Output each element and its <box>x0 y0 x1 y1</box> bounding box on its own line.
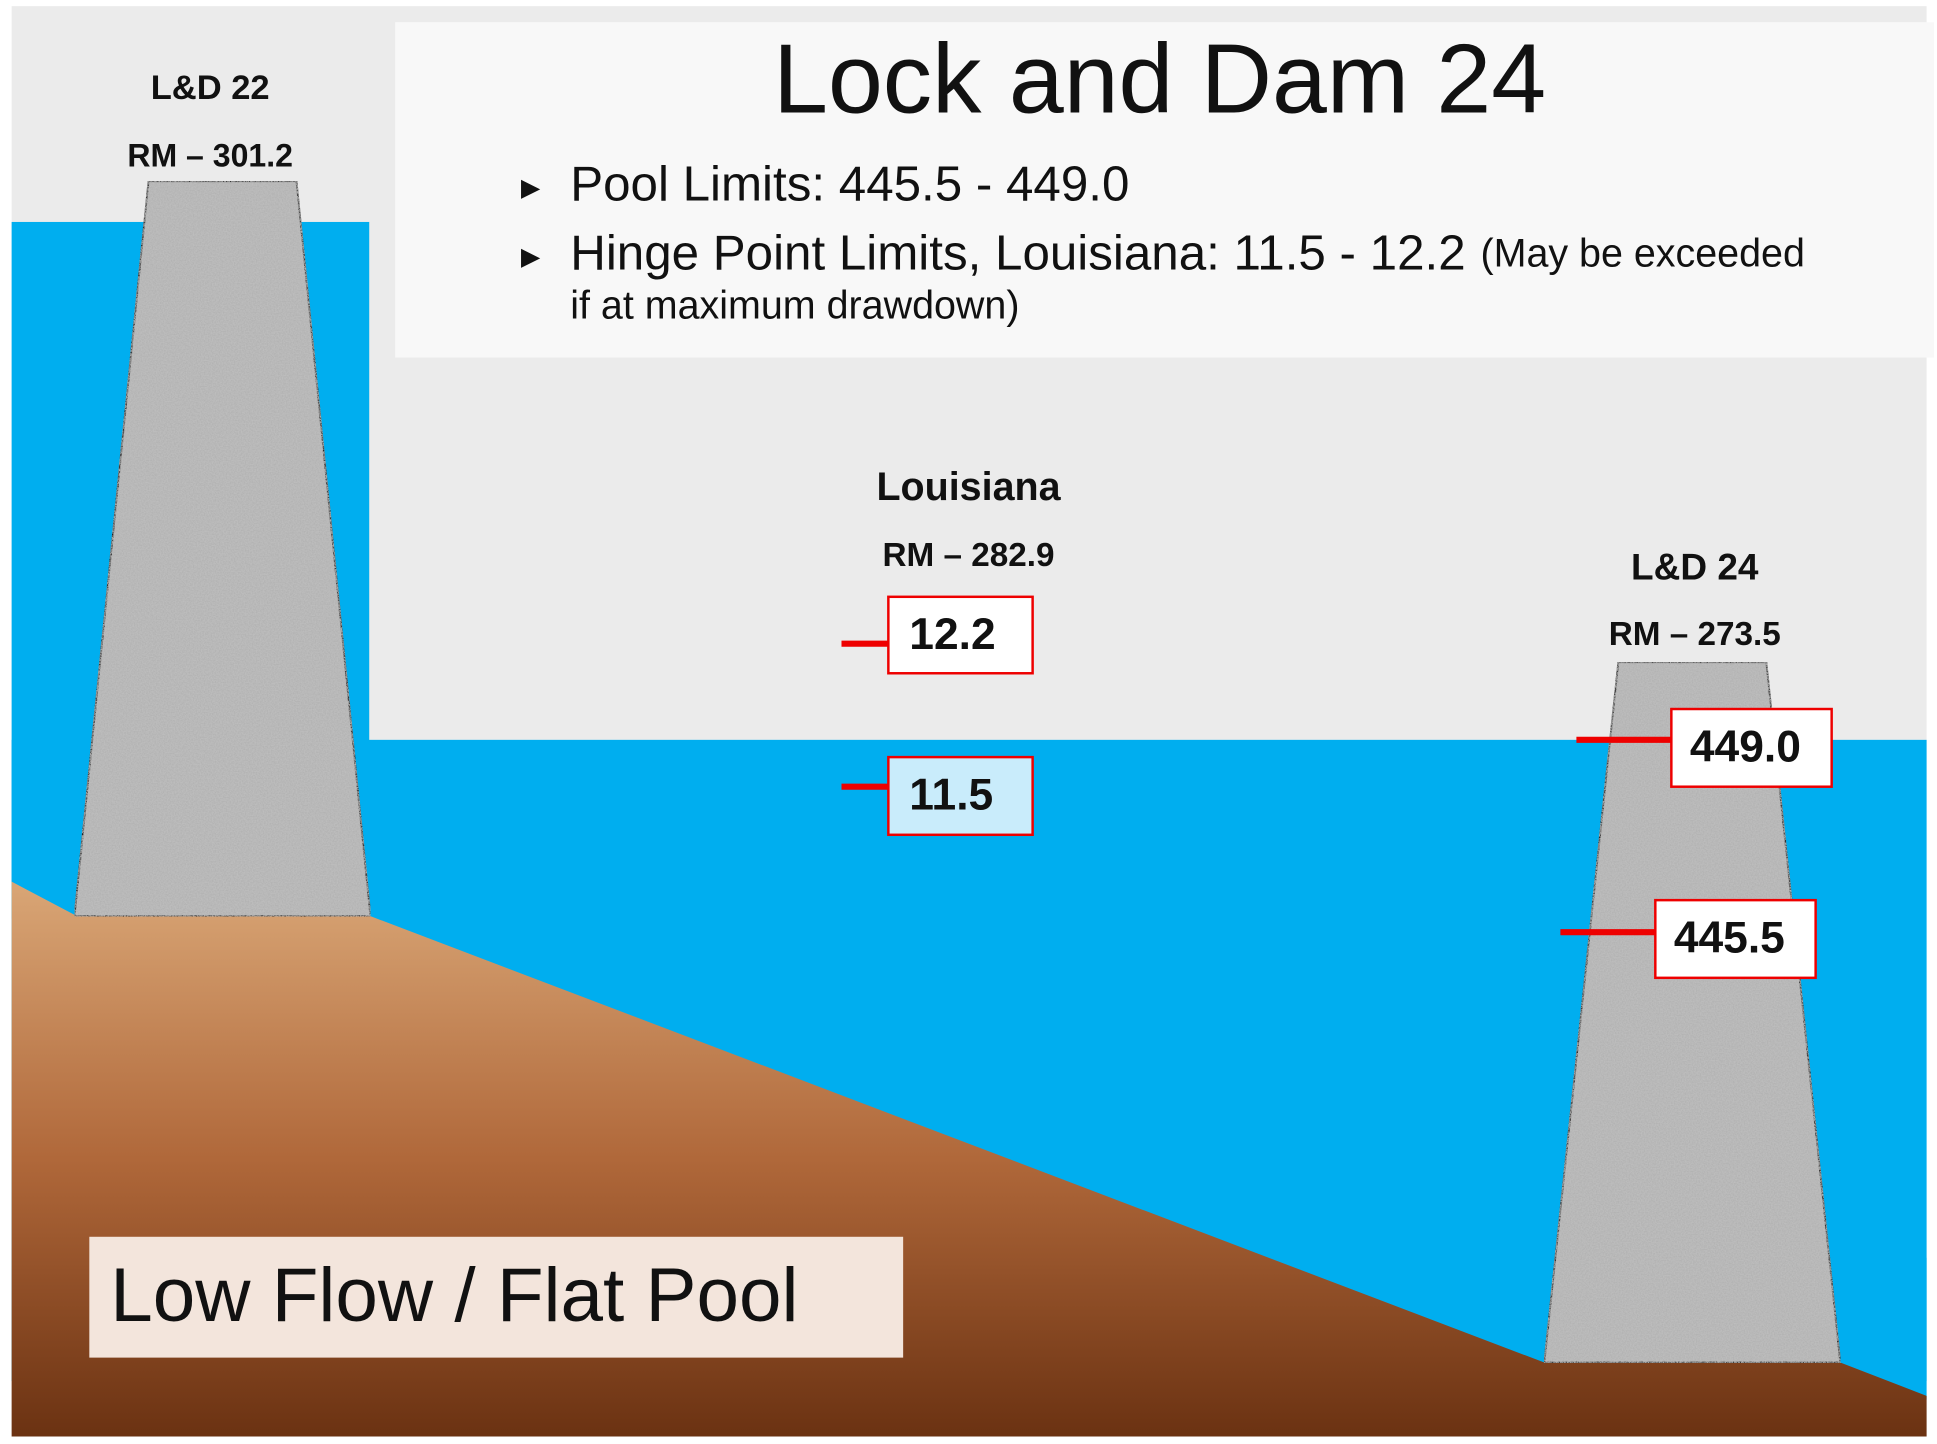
page: Lock and Dam 24 ► Pool Limits: 445.5 - 4… <box>0 0 1937 1439</box>
bullet-note: if at maximum drawdown) <box>570 284 1019 328</box>
site-rm: RM – 273.5 <box>1609 616 1781 653</box>
bullet: Pool Limits: 445.5 - 449.0 <box>570 156 1129 211</box>
site-name: L&D 24 <box>1631 546 1759 587</box>
site-rm: RM – 282.9 <box>882 537 1054 574</box>
site-name: L&D 22 <box>151 69 270 107</box>
bullet-icon: ► <box>515 238 547 274</box>
bullet: Hinge Point Limits, Louisiana: 11.5 - 12… <box>570 226 1805 281</box>
gauge-value: 12.2 <box>909 610 995 659</box>
title: Lock and Dam 24 <box>773 23 1546 133</box>
gauge-value: 11.5 <box>909 771 993 820</box>
condition-label: Low Flow / Flat Pool <box>110 1253 798 1338</box>
bullet-icon: ► <box>515 169 547 205</box>
bullet-note: (May be exceeded <box>1480 232 1804 276</box>
bullet-text: Hinge Point Limits, Louisiana: 11.5 - 12… <box>570 226 1465 281</box>
site-rm: RM – 301.2 <box>127 137 293 173</box>
gauge-value: 445.5 <box>1674 914 1785 963</box>
site-name: Louisiana <box>876 465 1061 509</box>
slide: Lock and Dam 24 ► Pool Limits: 445.5 - 4… <box>0 0 1937 1439</box>
gauge-value: 449.0 <box>1690 722 1801 771</box>
